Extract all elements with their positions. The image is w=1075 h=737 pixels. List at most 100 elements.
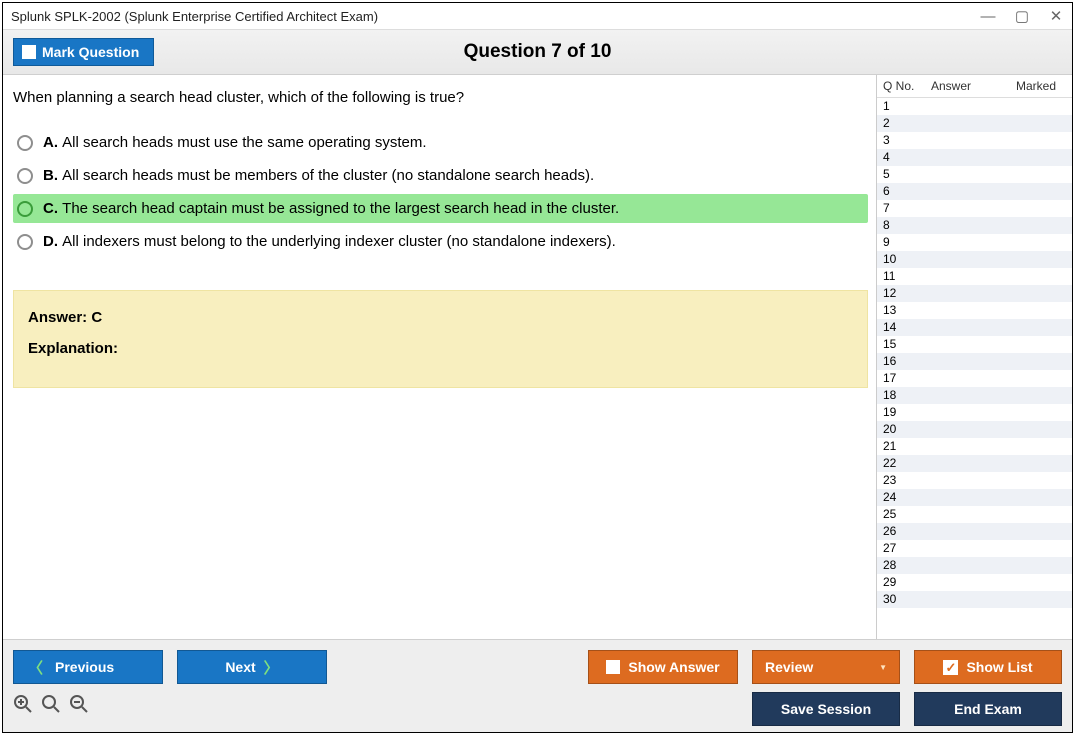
answer-cell [931, 557, 1006, 574]
zoom-reset-icon[interactable] [41, 694, 61, 720]
footer-row-2: Save Session End Exam [13, 692, 1062, 726]
save-session-button[interactable]: Save Session [752, 692, 900, 726]
answer-label: Answer: C [28, 309, 853, 326]
zoom-in-icon[interactable] [13, 694, 33, 720]
marked-cell [1006, 149, 1066, 166]
marked-cell [1006, 472, 1066, 489]
choice-row[interactable]: C. The search head captain must be assig… [13, 194, 868, 223]
question-list-row[interactable]: 15 [877, 336, 1072, 353]
question-list-row[interactable]: 21 [877, 438, 1072, 455]
question-list-row[interactable]: 27 [877, 540, 1072, 557]
answer-cell [931, 217, 1006, 234]
question-list-row[interactable]: 11 [877, 268, 1072, 285]
answer-cell [931, 285, 1006, 302]
question-list-row[interactable]: 5 [877, 166, 1072, 183]
minimize-icon[interactable]: — [980, 8, 996, 25]
choice-label: B. All search heads must be members of t… [43, 167, 594, 184]
marked-cell [1006, 523, 1066, 540]
answer-cell [931, 98, 1006, 115]
qno-cell: 22 [883, 455, 931, 472]
choice-row[interactable]: B. All search heads must be members of t… [13, 161, 868, 190]
answer-cell [931, 353, 1006, 370]
chevron-left-icon: 〈 [28, 657, 43, 678]
end-exam-button[interactable]: End Exam [914, 692, 1062, 726]
footer: 〈 Previous Next 〉 Show Answer Review ▼ ✓… [3, 639, 1072, 732]
question-list-row[interactable]: 29 [877, 574, 1072, 591]
question-list-row[interactable]: 4 [877, 149, 1072, 166]
marked-cell [1006, 370, 1066, 387]
show-answer-label: Show Answer [628, 659, 719, 675]
question-list-row[interactable]: 7 [877, 200, 1072, 217]
qno-cell: 16 [883, 353, 931, 370]
marked-cell [1006, 557, 1066, 574]
explanation-label: Explanation: [28, 340, 853, 357]
question-list-row[interactable]: 3 [877, 132, 1072, 149]
qno-cell: 7 [883, 200, 931, 217]
window-controls: — ▢ ✕ [980, 7, 1064, 25]
window-title: Splunk SPLK-2002 (Splunk Enterprise Cert… [11, 9, 378, 24]
question-list-row[interactable]: 10 [877, 251, 1072, 268]
qno-cell: 25 [883, 506, 931, 523]
close-icon[interactable]: ✕ [1048, 7, 1064, 25]
chevron-right-icon: 〉 [264, 657, 279, 678]
question-list-row[interactable]: 8 [877, 217, 1072, 234]
marked-cell [1006, 115, 1066, 132]
question-list[interactable]: 1234567891011121314151617181920212223242… [877, 97, 1072, 639]
previous-button[interactable]: 〈 Previous [13, 650, 163, 684]
marked-cell [1006, 506, 1066, 523]
marked-cell [1006, 421, 1066, 438]
zoom-out-icon[interactable] [69, 694, 89, 720]
radio-icon [17, 168, 33, 184]
question-list-row[interactable]: 13 [877, 302, 1072, 319]
show-list-button[interactable]: ✓ Show List [914, 650, 1062, 684]
maximize-icon[interactable]: ▢ [1014, 7, 1030, 25]
header-bar: Mark Question Question 7 of 10 [3, 29, 1072, 75]
question-list-row[interactable]: 2 [877, 115, 1072, 132]
qno-cell: 13 [883, 302, 931, 319]
qno-cell: 14 [883, 319, 931, 336]
marked-cell [1006, 540, 1066, 557]
question-list-row[interactable]: 26 [877, 523, 1072, 540]
choice-label: A. All search heads must use the same op… [43, 134, 427, 151]
question-list-row[interactable]: 9 [877, 234, 1072, 251]
question-list-row[interactable]: 22 [877, 455, 1072, 472]
choice-row[interactable]: D. All indexers must belong to the under… [13, 227, 868, 256]
radio-icon [17, 234, 33, 250]
question-list-row[interactable]: 18 [877, 387, 1072, 404]
question-panel: When planning a search head cluster, whi… [3, 75, 876, 639]
checkbox-icon [22, 45, 36, 59]
answer-cell [931, 404, 1006, 421]
mark-question-button[interactable]: Mark Question [13, 38, 154, 66]
question-list-row[interactable]: 28 [877, 557, 1072, 574]
qno-cell: 18 [883, 387, 931, 404]
question-list-row[interactable]: 30 [877, 591, 1072, 608]
qno-cell: 27 [883, 540, 931, 557]
answer-cell [931, 149, 1006, 166]
answer-cell [931, 438, 1006, 455]
question-list-row[interactable]: 12 [877, 285, 1072, 302]
question-list-row[interactable]: 16 [877, 353, 1072, 370]
question-list-row[interactable]: 20 [877, 421, 1072, 438]
show-answer-button[interactable]: Show Answer [588, 650, 738, 684]
answer-cell [931, 115, 1006, 132]
qno-cell: 3 [883, 132, 931, 149]
question-list-row[interactable]: 17 [877, 370, 1072, 387]
qno-cell: 11 [883, 268, 931, 285]
choice-label: D. All indexers must belong to the under… [43, 233, 616, 250]
question-list-row[interactable]: 25 [877, 506, 1072, 523]
next-button[interactable]: Next 〉 [177, 650, 327, 684]
qno-cell: 26 [883, 523, 931, 540]
question-list-row[interactable]: 14 [877, 319, 1072, 336]
question-list-row[interactable]: 24 [877, 489, 1072, 506]
marked-cell [1006, 98, 1066, 115]
choice-row[interactable]: A. All search heads must use the same op… [13, 128, 868, 157]
qno-cell: 4 [883, 149, 931, 166]
show-list-label: Show List [966, 659, 1032, 675]
question-list-row[interactable]: 23 [877, 472, 1072, 489]
review-button[interactable]: Review ▼ [752, 650, 900, 684]
question-list-panel: Q No. Answer Marked 12345678910111213141… [876, 75, 1072, 639]
question-list-row[interactable]: 19 [877, 404, 1072, 421]
question-list-row[interactable]: 1 [877, 98, 1072, 115]
answer-box: Answer: C Explanation: [13, 290, 868, 388]
question-list-row[interactable]: 6 [877, 183, 1072, 200]
